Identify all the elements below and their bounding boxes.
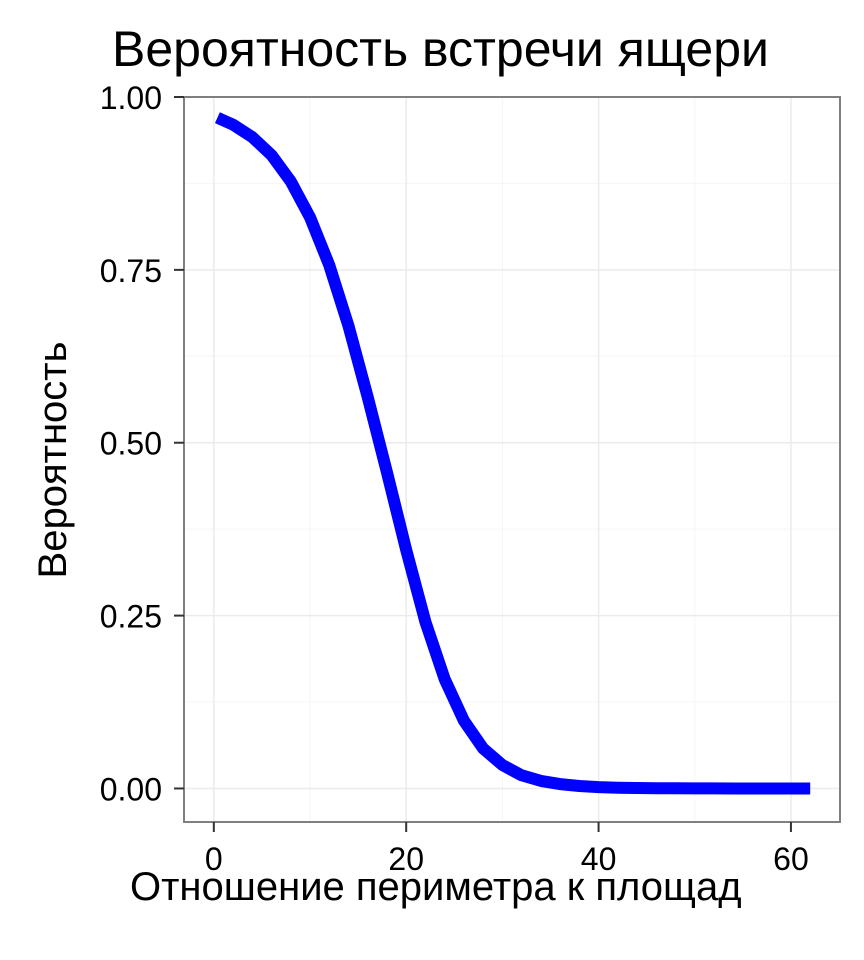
x-tick-label: 0 <box>205 841 223 877</box>
y-tick-label: 0.75 <box>100 253 162 289</box>
y-axis-title: Вероятность <box>31 342 75 579</box>
series-layer <box>214 112 811 795</box>
y-axis: 0.00 0.25 0.50 0.75 1.00 <box>100 80 184 807</box>
y-tick-label: 0.50 <box>100 426 162 462</box>
probability-curve <box>214 112 811 795</box>
y-tick-label: 0.25 <box>100 599 162 635</box>
x-axis: 0 20 40 60 <box>205 822 809 877</box>
x-tick-label: 40 <box>581 841 617 877</box>
y-tick-label: 1.00 <box>100 80 162 116</box>
x-axis-title: Отношение периметра к площад <box>130 865 742 909</box>
x-tick-label: 60 <box>773 841 809 877</box>
chart-title: Вероятность встречи ящери <box>112 21 769 77</box>
y-tick-label: 0.00 <box>100 771 162 807</box>
major-grid <box>184 96 840 822</box>
plot-panel-border <box>183 96 841 823</box>
x-tick-label: 20 <box>388 841 424 877</box>
